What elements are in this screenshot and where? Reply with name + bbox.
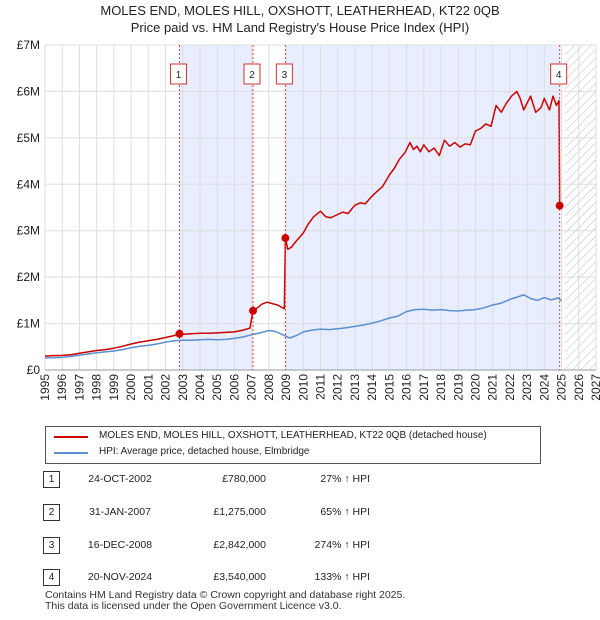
x-tick-label: 2019 (451, 374, 465, 401)
x-tick-label: 2025 (555, 374, 569, 401)
sale-marker-box (243, 63, 261, 85)
legend-swatch-property (54, 436, 88, 438)
y-tick-label: £6M (17, 84, 40, 98)
x-tick-label: 2012 (331, 374, 345, 401)
x-tick-label: 2020 (468, 374, 482, 401)
chart-title: MOLES END, MOLES HILL, OXSHOTT, LEATHERH… (0, 2, 600, 36)
x-tick-label: 2023 (520, 374, 534, 401)
chart-title-line1: MOLES END, MOLES HILL, OXSHOTT, LEATHERH… (100, 3, 500, 18)
sale-marker-label: 1 (176, 70, 182, 81)
sale-date: 20-NOV-2024 (87, 571, 153, 583)
x-tick-label: 2005 (210, 374, 224, 401)
sale-marker-label: 4 (556, 70, 562, 81)
x-tick-label: 2021 (486, 374, 500, 401)
ownership-shade (285, 45, 560, 370)
x-tick-label: 2013 (348, 374, 362, 401)
x-tick-label: 2022 (503, 374, 517, 401)
x-tick-label: 1999 (107, 374, 121, 401)
legend-item-property: MOLES END, MOLES HILL, OXSHOTT, LEATHERH… (46, 429, 540, 445)
sale-marker-label: 2 (249, 70, 255, 81)
sale-marker-label: 3 (282, 70, 288, 81)
legend-label-hpi: HPI: Average price, detached house, Elmb… (99, 446, 310, 457)
y-tick-label: £0 (27, 363, 41, 377)
sale-marker-box (275, 63, 293, 85)
footer-line1: Contains HM Land Registry data © Crown c… (45, 589, 406, 601)
y-tick-label: £1M (17, 317, 40, 331)
sale-date: 31-JAN-2007 (89, 506, 151, 518)
x-tick-label: 2006 (227, 374, 241, 401)
sale-point (281, 234, 290, 243)
sale-price: £3,540,000 (213, 571, 266, 583)
sale-number: 3 (43, 537, 60, 554)
x-tick-label: 2026 (572, 374, 586, 401)
sale-point (555, 201, 564, 210)
x-tick-label: 1997 (72, 374, 86, 401)
sale-date: 16-DEC-2008 (87, 539, 153, 551)
sale-marker-box (550, 63, 568, 85)
x-tick-label: 2024 (537, 374, 551, 401)
x-tick-label: 2007 (245, 374, 259, 401)
sale-date: 24-OCT-2002 (88, 473, 152, 485)
x-tick-label: 1996 (55, 374, 69, 401)
legend: MOLES END, MOLES HILL, OXSHOTT, LEATHERH… (45, 426, 541, 464)
x-tick-label: 2008 (262, 374, 276, 401)
x-tick-label: 2018 (434, 374, 448, 401)
sale-row: 4 20-NOV-2024 £3,540,000 133% ↑ HPI (0, 568, 600, 588)
sale-number: 4 (43, 569, 60, 586)
sale-hpi-change: 65% ↑ HPI (320, 506, 370, 518)
footer-line2: This data is licensed under the Open Gov… (45, 600, 342, 612)
sale-price: £1,275,000 (213, 506, 266, 518)
x-tick-label: 2016 (400, 374, 414, 401)
x-tick-label: 1995 (38, 374, 52, 401)
y-tick-label: £3M (17, 224, 40, 238)
sale-row: 2 31-JAN-2007 £1,275,000 65% ↑ HPI (0, 503, 600, 523)
x-tick-label: 2014 (365, 374, 379, 401)
y-tick-label: £2M (17, 270, 40, 284)
hpi-line (45, 294, 563, 359)
x-tick-label: 2004 (193, 374, 207, 401)
chart-title-line2: Price paid vs. HM Land Registry's House … (130, 20, 470, 35)
sale-price: £2,842,000 (213, 539, 266, 551)
sale-hpi-change: 274% ↑ HPI (314, 539, 370, 551)
x-tick-label: 2003 (176, 374, 190, 401)
x-tick-label: 2017 (417, 374, 431, 401)
footer-attribution: Contains HM Land Registry data © Crown c… (45, 590, 405, 612)
sale-point (249, 306, 258, 315)
x-tick-label: 2027 (589, 374, 600, 401)
ownership-shade (179, 45, 254, 370)
y-tick-label: £7M (17, 38, 40, 52)
legend-swatch-hpi (54, 452, 88, 454)
sale-price: £780,000 (222, 473, 266, 485)
x-tick-label: 2010 (296, 374, 310, 401)
sale-point (175, 329, 184, 338)
sale-number: 2 (43, 504, 60, 521)
x-tick-label: 2000 (124, 374, 138, 401)
sale-number: 1 (43, 471, 60, 488)
x-tick-label: 2015 (382, 374, 396, 401)
sale-row: 1 24-OCT-2002 £780,000 27% ↑ HPI (0, 470, 600, 490)
y-tick-label: £5M (17, 131, 40, 145)
sale-marker-box (169, 63, 187, 85)
sale-hpi-change: 133% ↑ HPI (314, 571, 370, 583)
sale-row: 3 16-DEC-2008 £2,842,000 274% ↑ HPI (0, 536, 600, 556)
x-tick-label: 2009 (279, 374, 293, 401)
x-tick-label: 2001 (141, 374, 155, 401)
property-price-line (45, 90, 563, 357)
sale-hpi-change: 27% ↑ HPI (320, 473, 370, 485)
forecast-hatch (565, 45, 596, 370)
legend-item-hpi: HPI: Average price, detached house, Elmb… (46, 445, 540, 461)
x-tick-label: 2002 (159, 374, 173, 401)
x-tick-label: 2011 (314, 374, 328, 400)
x-tick-label: 1998 (90, 374, 104, 401)
y-tick-label: £4M (17, 177, 40, 191)
legend-label-property: MOLES END, MOLES HILL, OXSHOTT, LEATHERH… (99, 430, 487, 441)
